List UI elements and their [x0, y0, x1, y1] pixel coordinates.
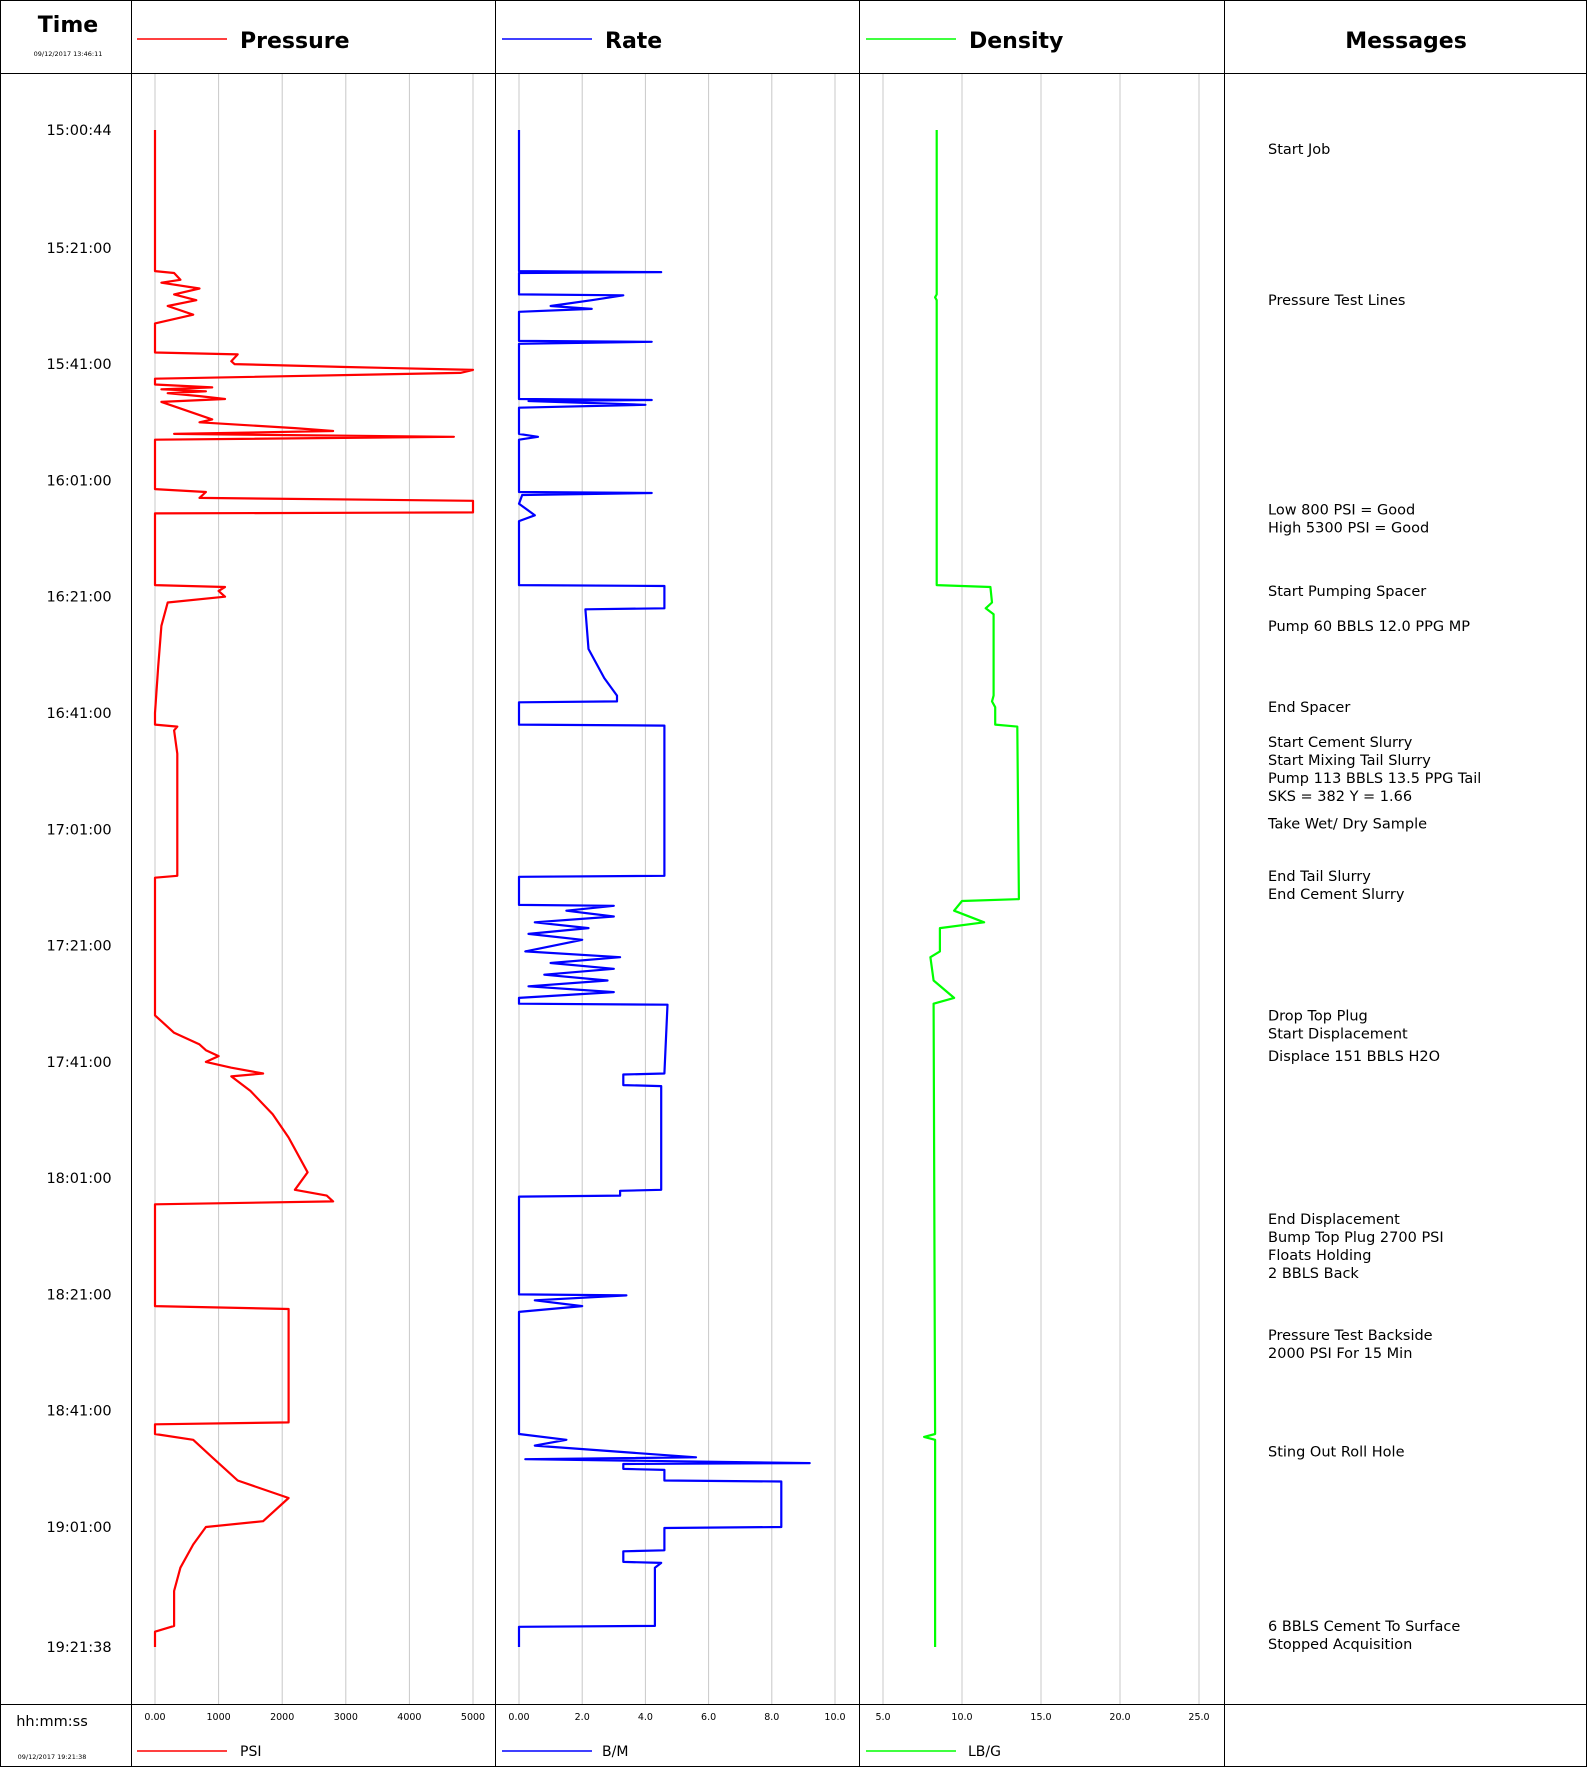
message-text: End Cement Slurry [1268, 887, 1405, 903]
time-format-label: hh:mm:ss [16, 1714, 88, 1730]
density-tick-label: 5.0 [875, 1712, 890, 1723]
pressure-tick-label: 2000 [270, 1712, 294, 1723]
time-tick-label: 16:01:00 [46, 473, 111, 489]
time-axis: 15:00:44 15:21:00 15:41:00 16:01:00 16:21:00… [46, 123, 111, 1656]
messages-column: Start Job Pressure Test Lines Low 800 PSI … [1267, 142, 1481, 1653]
density-tick-label: 10.0 [951, 1712, 972, 1723]
time-tick-label: 17:21:00 [46, 939, 111, 955]
rate-series-line [517, 130, 811, 1647]
message-text: Start Mixing Tail Slurry [1268, 753, 1431, 769]
message-text: High 5300 PSI = Good [1268, 521, 1429, 537]
message-text: Drop Top Plug [1268, 1008, 1368, 1024]
time-tick-label: 17:41:00 [46, 1055, 111, 1071]
density-tick-label: 20.0 [1109, 1712, 1130, 1723]
pressure-title: Pressure [240, 29, 350, 54]
message-text: Stopped Acquisition [1268, 1637, 1412, 1653]
message-text: End Displacement [1268, 1212, 1400, 1228]
pressure-tick-label: 4000 [397, 1712, 421, 1723]
pressure-unit-label: PSI [240, 1744, 261, 1760]
message-text: 2 BBLS Back [1268, 1266, 1359, 1282]
time-tick-label: 18:41:00 [46, 1404, 111, 1420]
message-text: Low 800 PSI = Good [1268, 503, 1415, 519]
message-text: Start Job [1268, 142, 1330, 158]
rate-track: 0.00 2.0 4.0 6.0 8.0 10.0 Rate B/M [502, 29, 846, 1760]
time-tick-label: 19:01:00 [46, 1520, 111, 1536]
rate-title: Rate [605, 29, 662, 54]
rate-tick-label: 2.0 [575, 1712, 590, 1723]
message-text: Displace 151 BBLS H2O [1268, 1049, 1440, 1065]
message-text: Bump Top Plug 2700 PSI [1268, 1230, 1444, 1246]
time-tick-label: 17:01:00 [46, 822, 111, 838]
pressure-series-line [153, 130, 475, 1647]
rate-tick-label: 0.00 [508, 1712, 529, 1723]
pressure-tick-label: 0.00 [144, 1712, 165, 1723]
message-text: Start Cement Slurry [1268, 735, 1413, 751]
time-tick-label: 18:01:00 [46, 1171, 111, 1187]
message-text: End Spacer [1268, 700, 1350, 716]
message-text: Start Displacement [1268, 1026, 1408, 1042]
rate-tick-label: 4.0 [638, 1712, 653, 1723]
end-timestamp: 09/12/2017 19:21:38 [18, 1753, 87, 1761]
rate-tick-label: 6.0 [701, 1712, 716, 1723]
message-text: Floats Holding [1268, 1248, 1371, 1264]
pressure-tick-label: 3000 [334, 1712, 358, 1723]
rate-tick-label: 8.0 [764, 1712, 779, 1723]
time-tick-label: 16:21:00 [46, 590, 111, 606]
message-text: Pressure Test Lines [1268, 293, 1405, 309]
message-text: Take Wet/ Dry Sample [1267, 817, 1427, 833]
message-text: Sting Out Roll Hole [1268, 1444, 1405, 1460]
message-text: End Tail Slurry [1268, 869, 1371, 885]
rate-tick-label: 10.0 [824, 1712, 845, 1723]
start-timestamp: 09/12/2017 13:46:11 [34, 50, 103, 58]
density-title: Density [969, 29, 1063, 54]
time-tick-label: 15:41:00 [46, 357, 111, 373]
time-tick-label: 16:41:00 [46, 706, 111, 722]
time-tick-label: 15:00:44 [46, 123, 111, 139]
message-text: SKS = 382 Y = 1.66 [1268, 789, 1412, 805]
time-tick-label: 15:21:00 [46, 241, 111, 257]
pressure-tick-label: 1000 [207, 1712, 231, 1723]
time-tick-label: 18:21:00 [46, 1287, 111, 1303]
pressure-tick-label: 5000 [461, 1712, 485, 1723]
density-track: 5.0 10.0 15.0 20.0 25.0 Density LB/G [866, 29, 1210, 1760]
rate-unit-label: B/M [602, 1744, 628, 1760]
message-text: 2000 PSI For 15 Min [1268, 1346, 1412, 1362]
message-text: Start Pumping Spacer [1268, 584, 1426, 600]
message-text: Pressure Test Backside [1268, 1328, 1433, 1344]
pressure-track: 0.00 1000 2000 3000 4000 5000 Pressure PSI [137, 29, 485, 1760]
message-text: Pump 60 BBLS 12.0 PPG MP [1268, 619, 1470, 635]
density-tick-label: 25.0 [1188, 1712, 1209, 1723]
data-tracks: 0.00 1000 2000 3000 4000 5000 Pressure PSI 0.00 2… [137, 29, 1210, 1760]
message-text: Pump 113 BBLS 13.5 PPG Tail [1268, 771, 1481, 787]
time-header-title: Time [38, 13, 98, 38]
density-series-line [922, 130, 1021, 1647]
density-tick-label: 15.0 [1030, 1712, 1051, 1723]
density-unit-label: LB/G [968, 1744, 1001, 1760]
message-text: 6 BBLS Cement To Surface [1268, 1619, 1460, 1635]
messages-header-title: Messages [1345, 29, 1467, 54]
time-tick-label: 19:21:38 [46, 1640, 111, 1656]
